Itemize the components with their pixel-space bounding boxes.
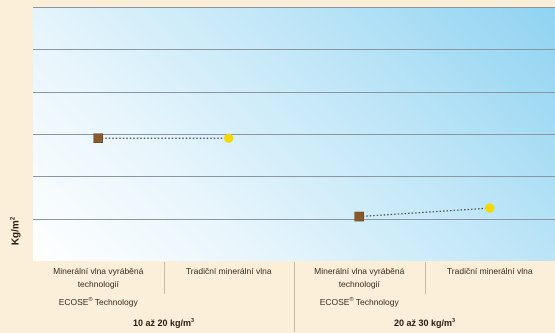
group-label-0: 10 až 20 kg/m3 (132, 318, 195, 328)
chart-svg (33, 7, 555, 222)
category-label: Minerální vlna vyráběná technologií ECOSE®… (33, 265, 163, 309)
category-label-line: Tradiční minerální vlna (446, 266, 533, 276)
chart-plot-area (33, 7, 555, 261)
data-point-square-0 (93, 133, 103, 143)
category-label: Minerální vlna vyráběná technologií ECOSE®… (294, 265, 424, 309)
category-label-line: Minerální vlna vyráběná (53, 266, 144, 276)
category-divider-0 (163, 262, 165, 294)
y-axis-label: Kg/m2 (10, 216, 22, 246)
data-point-circle-1 (224, 133, 234, 143)
category-brand-line: ECOSE® Technology (319, 296, 399, 307)
category-label: Tradiční minerální vlna (425, 265, 555, 278)
category-divider-1 (424, 262, 426, 294)
data-point-square-2 (354, 211, 364, 222)
group-divider (294, 262, 295, 332)
category-label-line: Tradiční minerální vlna (185, 266, 272, 276)
category-label-line: technologií (338, 279, 380, 289)
category-label-line: Minerální vlna vyráběná (314, 266, 405, 276)
data-point-circle-3 (485, 203, 495, 213)
category-brand-line: ECOSE® Technology (58, 296, 138, 307)
group-label-1: 20 až 30 kg/m3 (393, 318, 456, 328)
y-axis-label-container: Kg/m2 (4, 7, 28, 261)
connector-line-1 (359, 207, 490, 218)
category-label-line: technologií (77, 279, 119, 289)
category-label: Tradiční minerální vlna (164, 265, 294, 278)
